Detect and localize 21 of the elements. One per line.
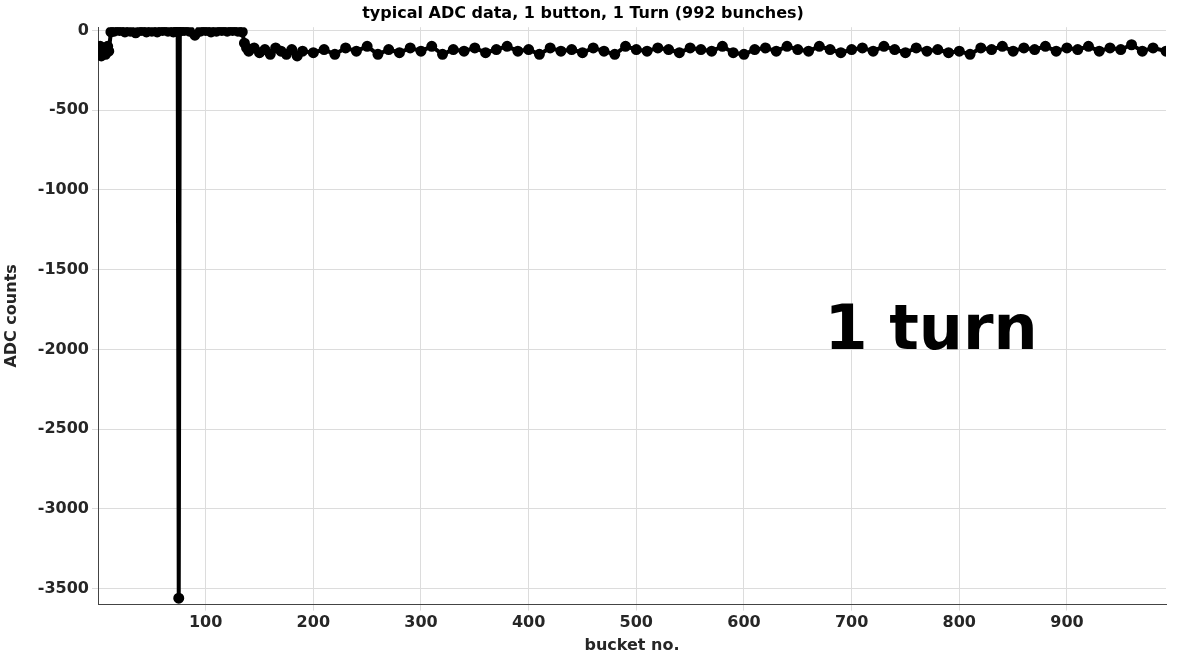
x-tick-label: 100 <box>188 612 223 632</box>
y-tick-label: -500 <box>48 99 89 119</box>
x-tick-label: 800 <box>942 612 976 632</box>
x-axis-title: bucket no. <box>584 634 680 654</box>
chart-title: typical ADC data, 1 button, 1 Turn (992 bunches) <box>362 2 804 22</box>
y-tick-label: -1000 <box>37 179 89 199</box>
y-tick-label: 0 <box>77 19 89 39</box>
y-tick-label: -2000 <box>37 338 89 358</box>
x-tick-label: 600 <box>727 612 761 632</box>
y-tick-label: -3000 <box>37 498 89 518</box>
y-axis-title: ADC counts <box>0 264 20 368</box>
annotation: 1 turn <box>824 291 1038 365</box>
y-tick-label: -2500 <box>37 418 89 438</box>
y-tick-label: -3500 <box>37 577 89 597</box>
x-tick-label: 300 <box>404 612 438 632</box>
x-tick-label: 900 <box>1050 612 1084 632</box>
x-tick-label: 400 <box>511 612 546 632</box>
y-tick-label: -1500 <box>37 258 89 278</box>
x-tick-label: 500 <box>619 612 654 632</box>
x-tick-label: 700 <box>834 612 869 632</box>
x-tick-label: 200 <box>296 612 331 632</box>
